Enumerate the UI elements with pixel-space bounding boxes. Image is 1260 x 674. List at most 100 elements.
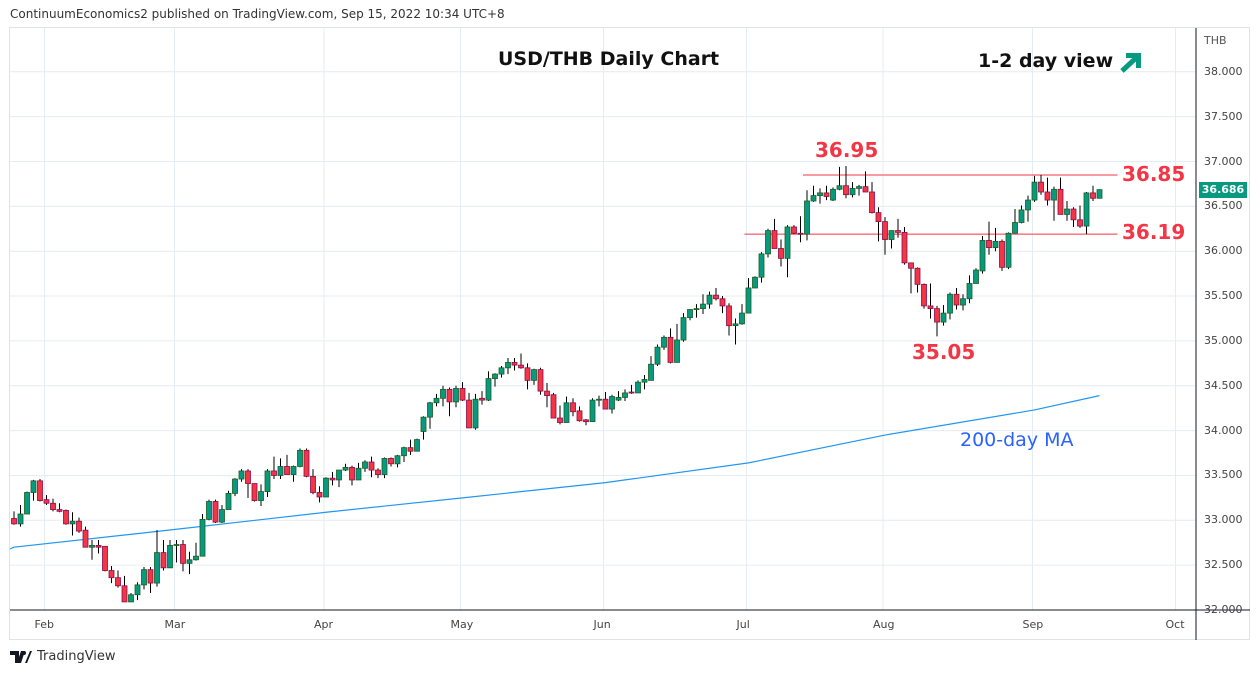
ma-label: 200-day MA bbox=[960, 429, 1074, 451]
time-tick-label: Oct bbox=[1165, 618, 1185, 631]
candle-up bbox=[24, 492, 30, 515]
candle-down bbox=[986, 240, 992, 249]
candle-up bbox=[277, 466, 284, 476]
candle-down bbox=[95, 545, 102, 548]
candle-up bbox=[635, 381, 641, 394]
candle-up bbox=[381, 458, 388, 475]
candle-up bbox=[264, 470, 271, 492]
time-tick-label: Apr bbox=[314, 618, 334, 631]
candle-up bbox=[89, 545, 95, 548]
candle-up bbox=[199, 519, 206, 557]
candle-up bbox=[336, 469, 342, 481]
candle-down bbox=[1044, 191, 1051, 201]
candle-down bbox=[115, 577, 121, 587]
price-tick-label: 35.000 bbox=[1204, 333, 1243, 347]
candle-up bbox=[1083, 192, 1090, 227]
candle-up bbox=[414, 439, 420, 452]
publish-info: ContinuumEconomics2 published on Trading… bbox=[10, 7, 505, 21]
candle-down bbox=[537, 369, 544, 392]
candle-down bbox=[466, 399, 472, 429]
candle-up bbox=[30, 480, 37, 493]
candle-down bbox=[869, 191, 875, 214]
ma200-line bbox=[9, 395, 1100, 550]
chart-title: USD/THB Daily Chart bbox=[498, 48, 720, 70]
candle-down bbox=[602, 398, 609, 410]
candle-up bbox=[700, 303, 706, 310]
candle-up bbox=[485, 378, 492, 401]
candle-down bbox=[908, 262, 914, 269]
candle-up bbox=[219, 509, 225, 523]
price-tick-label: 33.000 bbox=[1204, 513, 1243, 527]
candle-up bbox=[654, 346, 661, 365]
candle-down bbox=[771, 230, 778, 249]
candle-up bbox=[836, 185, 843, 190]
candle-up bbox=[817, 192, 823, 196]
candle-down bbox=[11, 518, 17, 525]
candle-down bbox=[102, 545, 108, 571]
price-tick-label: 34.500 bbox=[1204, 378, 1243, 392]
candle-down bbox=[76, 520, 82, 532]
time-tick-label: Aug bbox=[873, 618, 895, 631]
candle-up bbox=[745, 287, 752, 314]
candle-up bbox=[615, 397, 622, 401]
candle-down bbox=[349, 466, 355, 481]
tradingview-logo-text: TradingView bbox=[37, 649, 116, 664]
candle-up bbox=[238, 470, 245, 480]
price-tick-label: 32.500 bbox=[1204, 558, 1243, 572]
candle-up bbox=[609, 396, 615, 410]
candle-up bbox=[706, 294, 713, 305]
candle-up bbox=[225, 492, 232, 510]
price-tick-label: 33.500 bbox=[1204, 468, 1243, 482]
candle-up bbox=[290, 466, 297, 475]
candle-down bbox=[544, 390, 550, 397]
candle-down bbox=[882, 221, 888, 240]
candle-up bbox=[134, 584, 141, 596]
candle-up bbox=[1031, 181, 1038, 201]
tradingview-logo[interactable]: TradingView bbox=[10, 649, 116, 664]
candle-up bbox=[849, 188, 856, 196]
candle-up bbox=[401, 447, 407, 457]
time-tick-label: Mar bbox=[164, 618, 186, 631]
candle-down bbox=[329, 477, 336, 481]
candle-up bbox=[680, 317, 687, 341]
candle-up bbox=[732, 323, 739, 327]
candle-down bbox=[82, 529, 89, 548]
candle-up bbox=[167, 545, 173, 569]
candle-down bbox=[407, 447, 414, 452]
time-tick-label: May bbox=[450, 618, 474, 631]
candle-up bbox=[1051, 188, 1057, 201]
candle-down bbox=[875, 212, 882, 222]
candle-up bbox=[810, 195, 817, 202]
annotation-low: 35.05 bbox=[912, 340, 976, 364]
candle-down bbox=[524, 367, 531, 381]
candle-up bbox=[804, 200, 810, 235]
candle-down bbox=[160, 552, 167, 569]
arrow-up-right-icon bbox=[1118, 50, 1144, 78]
candle-down bbox=[901, 231, 908, 264]
candle-down bbox=[914, 267, 921, 285]
candle-up bbox=[206, 501, 212, 520]
price-tick-label: 32.000 bbox=[1204, 603, 1243, 616]
candle-up bbox=[830, 188, 836, 201]
candle-down bbox=[63, 510, 69, 525]
currency-label: THB bbox=[1204, 34, 1227, 47]
candle-down bbox=[797, 232, 804, 235]
candle-up bbox=[492, 373, 498, 379]
candle-up bbox=[440, 388, 446, 399]
price-tick-label: 37.500 bbox=[1204, 109, 1243, 123]
candle-up bbox=[687, 309, 693, 318]
candle-down bbox=[147, 569, 154, 584]
candle-up bbox=[758, 253, 765, 278]
candle-down bbox=[719, 298, 726, 307]
candle-up bbox=[888, 230, 895, 240]
candle-down bbox=[862, 186, 869, 193]
tradingview-logo-icon bbox=[10, 650, 32, 663]
candle-down bbox=[212, 501, 219, 523]
candle-down bbox=[459, 388, 466, 401]
candle-down bbox=[511, 362, 518, 366]
level-label-support: 36.19 bbox=[1122, 220, 1186, 244]
time-tick-label: Jun bbox=[593, 618, 611, 631]
candle-up bbox=[505, 362, 511, 369]
candle-up bbox=[765, 230, 771, 255]
